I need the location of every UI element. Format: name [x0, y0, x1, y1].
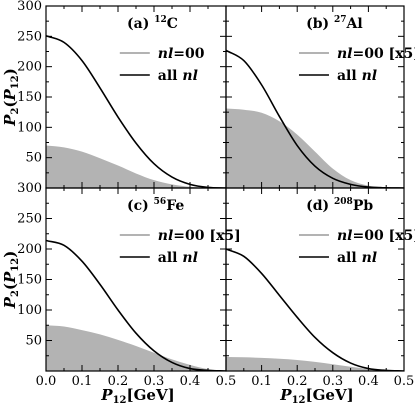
x-tick-label: 0.1: [72, 374, 93, 389]
series-line-1: [46, 34, 226, 188]
panel-label-2: (b) 27Al: [306, 15, 363, 32]
y-tick-label: 100: [17, 120, 42, 135]
x-tick-label: 0.2: [108, 374, 129, 389]
x-tick-label: 0.1: [251, 374, 272, 389]
x-axis-label: P12[GeV]: [279, 386, 353, 406]
legend-label-line-2: all nl: [337, 68, 377, 84]
y-tick-label: 300: [17, 0, 42, 14]
x-tick-label: 0.4: [180, 374, 201, 389]
series-area-1: [46, 145, 226, 188]
panel-frame-4: [225, 187, 405, 372]
y-tick-label: 250: [17, 29, 42, 44]
x-tick-label: 0.3: [144, 374, 165, 389]
x-tick-label: 0.5: [394, 374, 415, 389]
y-tick-label: 200: [17, 242, 42, 257]
panel-4-plot: [226, 248, 404, 371]
y-tick-label: 200: [17, 60, 42, 75]
legend-label-fill-1: nl=00: [158, 46, 205, 62]
x-tick-label: 0.3: [322, 374, 343, 389]
series-area-4: [226, 356, 404, 371]
legend-label-line-1: all nl: [158, 68, 198, 84]
legend-label-fill-2: nl=00 [x5]: [337, 46, 415, 62]
series-line-4: [226, 248, 404, 371]
panel-3-plot: [46, 239, 226, 371]
panel-1-plot: [46, 34, 226, 188]
y-tick-label: 300: [17, 181, 42, 196]
legend-label-line-3: all nl: [158, 250, 198, 266]
legend-label-line-4: all nl: [337, 250, 377, 266]
panel-2-plot: [226, 49, 404, 188]
y-axis-label: P2(P12): [1, 251, 21, 310]
y-tick-label: 50: [25, 334, 42, 349]
panel-label-4: (d) 208Pb: [306, 197, 373, 214]
series-line-3: [46, 239, 226, 371]
x-axis-label: P12[GeV]: [100, 386, 174, 406]
legend-label-fill-4: nl=00 [x5]: [337, 228, 415, 244]
series-area-2: [226, 108, 404, 188]
y-tick-label: 150: [17, 273, 42, 288]
x-tick-label: 0.2: [287, 374, 308, 389]
y-axis-label: P2(P12): [1, 68, 21, 127]
series-area-3: [46, 325, 226, 371]
legend-label-fill-3: nl=00 [x5]: [158, 228, 241, 244]
x-tick-label: 0.0: [36, 374, 57, 389]
y-tick-label: 50: [25, 151, 42, 166]
panel-label-1: (a) 12C: [127, 15, 178, 32]
x-tick-label: 0.5: [216, 374, 237, 389]
y-tick-label: 150: [17, 90, 42, 105]
y-tick-label: 100: [17, 303, 42, 318]
x-tick-label: 0.4: [358, 374, 379, 389]
panel-label-3: (c) 56Fe: [127, 197, 184, 214]
y-tick-label: 250: [17, 212, 42, 227]
